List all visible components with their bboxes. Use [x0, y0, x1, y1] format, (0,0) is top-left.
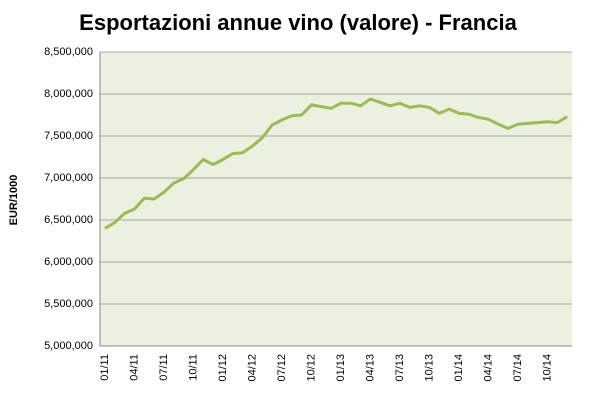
y-tick-label: 5,500,000: [44, 298, 93, 310]
x-tick-label: 10/11: [187, 354, 199, 381]
x-tick-label: 04/14: [482, 354, 494, 382]
x-tick-label: 07/11: [158, 354, 170, 381]
x-tick-label: 07/12: [276, 354, 288, 382]
y-tick-label: 5,000,000: [44, 340, 93, 352]
x-tick-label: 10/14: [541, 354, 553, 382]
y-tick-label: 7,500,000: [44, 130, 93, 142]
x-tick-label: 04/12: [246, 354, 258, 382]
x-tick-label: 07/13: [394, 354, 406, 382]
x-tick-label: 01/11: [99, 354, 111, 381]
data-line: [104, 97, 568, 230]
y-tick-label: 8,000,000: [44, 88, 93, 100]
x-tick-label: 04/11: [128, 354, 140, 381]
y-tick-label: 6,500,000: [44, 214, 93, 226]
x-tick-label: 10/13: [423, 354, 435, 382]
x-tick-label: 01/13: [335, 354, 347, 382]
y-tick-label: 6,000,000: [44, 256, 93, 268]
x-tick-label: 04/13: [364, 354, 376, 382]
y-axis-label: EUR/1000: [8, 175, 20, 226]
chart-title: Esportazioni annue vino (valore) - Franc…: [79, 10, 517, 35]
x-tick-label: 07/14: [512, 354, 524, 382]
plot-area: [100, 52, 572, 346]
y-tick-label: 8,500,000: [44, 46, 93, 58]
y-tick-label: 7,000,000: [44, 172, 93, 184]
x-tick-label: 01/14: [453, 354, 465, 382]
x-tick-label: 01/12: [217, 354, 229, 382]
x-tick-label: 10/12: [305, 354, 317, 382]
